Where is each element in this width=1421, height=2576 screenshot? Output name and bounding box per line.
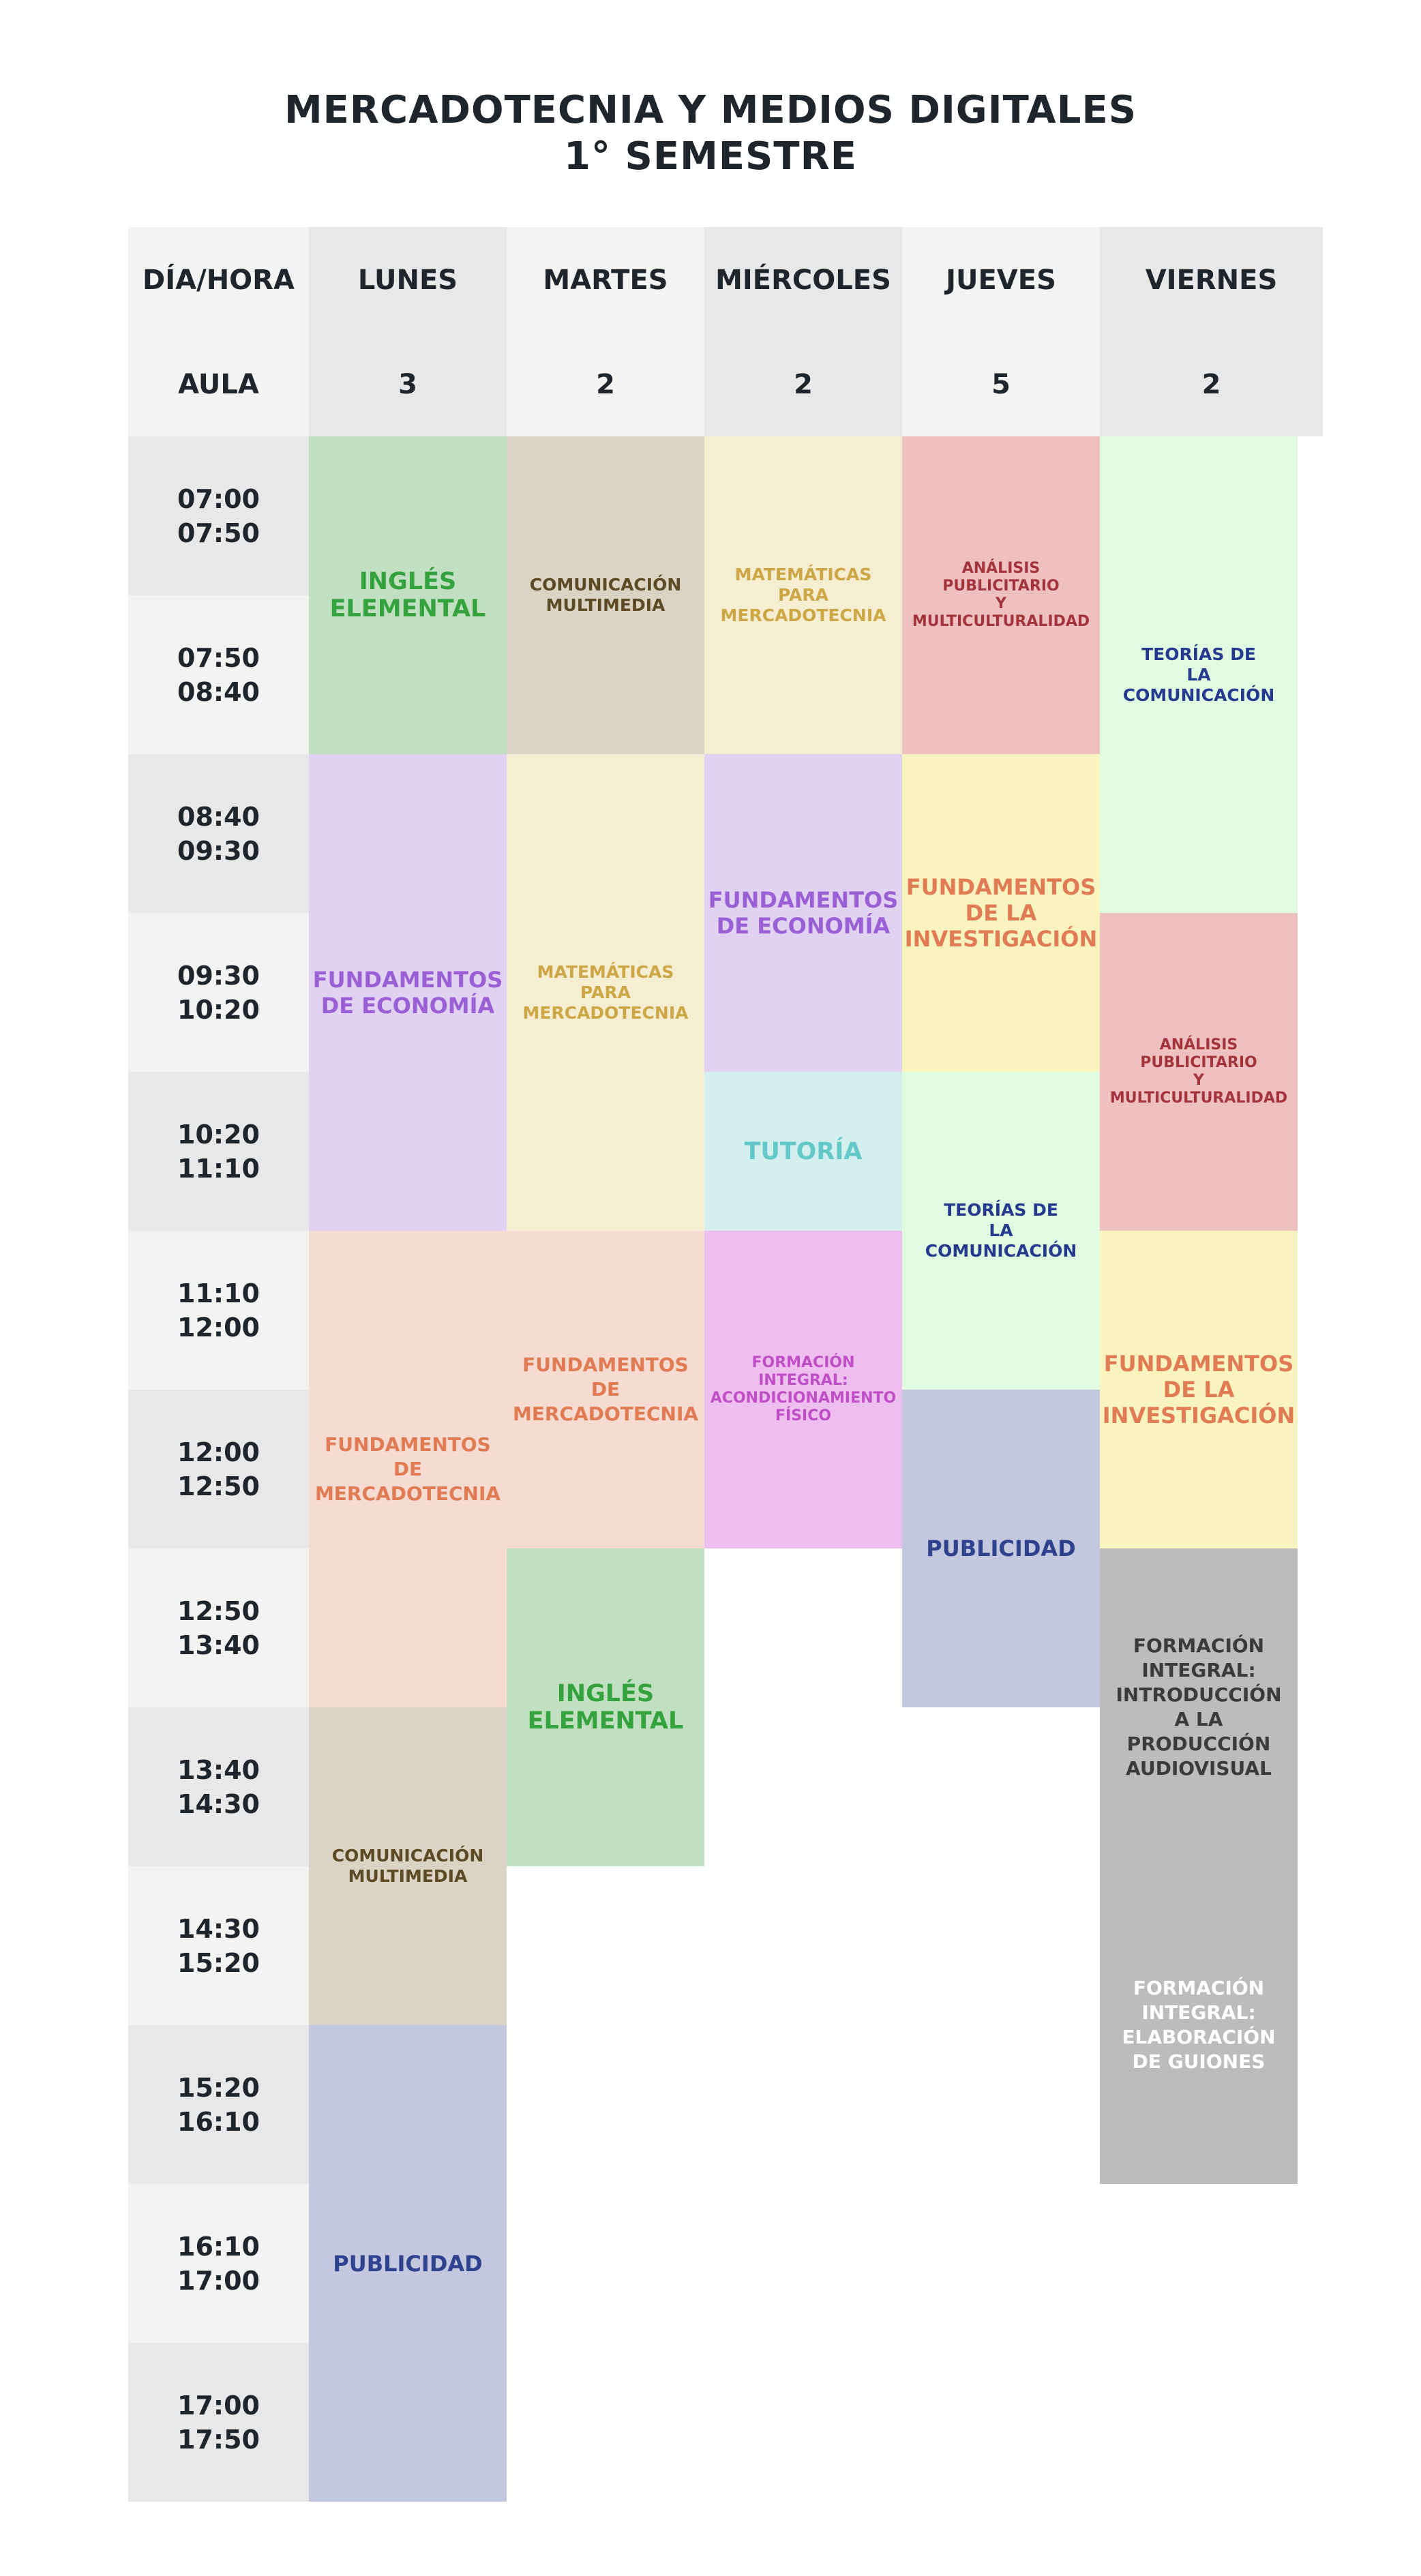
class-block-martes-mercadotecnia: FUNDAMENTOS DE MERCADOTECNIA [507,1231,704,1548]
room-jueves: 5 [902,333,1100,436]
class-block-lunes-publicidad: PUBLICIDAD [309,2025,507,2502]
class-block-martes-matematicas: MATEMÁTICAS PARA MERCADOTECNIA [507,754,704,1231]
page-title: MERCADOTECNIA Y MEDIOS DIGITALES [284,88,1137,132]
class-block-viernes-teorias: TEORÍAS DE LA COMUNICACIÓN [1100,436,1298,913]
time-slot: 10:20 11:10 [128,1072,309,1231]
time-slot: 12:00 12:50 [128,1390,309,1548]
class-block-lunes-ingles: INGLÉS ELEMENTAL [309,436,507,754]
class-block-lunes-mercadotecnia: FUNDAMENTOS DE MERCADOTECNIA [309,1231,507,1707]
header-day-viernes: VIERNES [1100,227,1323,333]
class-block-miercoles-tutoria: TUTORÍA [704,1072,902,1231]
time-slot: 15:20 16:10 [128,2025,309,2184]
header-day-martes: MARTES [507,227,704,333]
class-block-miercoles-economia: FUNDAMENTOS DE ECONOMÍA [704,754,902,1072]
time-slot: 17:00 17:50 [128,2343,309,2502]
class-block-martes-ingles: INGLÉS ELEMENTAL [507,1548,704,1866]
room-viernes: 2 [1100,333,1323,436]
class-block-jueves-publicidad: PUBLICIDAD [902,1390,1100,1707]
class-block-jueves-teorias: TEORÍAS DE LA COMUNICACIÓN [902,1072,1100,1390]
class-block-martes-comunicacion: COMUNICACIÓN MULTIMEDIA [507,436,704,754]
header-day-lunes: LUNES [309,227,507,333]
class-block-viernes-analisis: ANÁLISIS PUBLICITARIO Y MULTICULTURALIDA… [1100,913,1298,1231]
time-slot: 16:10 17:00 [128,2184,309,2343]
time-slot: 11:10 12:00 [128,1231,309,1390]
header-day-jueves: JUEVES [902,227,1100,333]
class-block-lunes-economia: FUNDAMENTOS DE ECONOMÍA [309,754,507,1231]
room-martes: 2 [507,333,704,436]
time-slot: 07:50 08:40 [128,595,309,754]
class-block-viernes-investigacion: FUNDAMENTOS DE LA INVESTIGACIÓN [1100,1231,1298,1548]
class-block-lunes-comunicacion: COMUNICACIÓN MULTIMEDIA [309,1707,507,2025]
class-block-viernes-guiones: FORMACIÓN INTEGRAL: ELABORACIÓN DE GUION… [1100,1866,1298,2184]
time-slot: 09:30 10:20 [128,913,309,1072]
page-subtitle: 1° SEMESTRE [564,134,857,179]
class-block-miercoles-matematicas: MATEMÁTICAS PARA MERCADOTECNIA [704,436,902,754]
room-lunes: 3 [309,333,507,436]
class-block-viernes-produccion: FORMACIÓN INTEGRAL: INTRODUCCIÓN A LA PR… [1100,1548,1298,1866]
class-block-jueves-investigacion: FUNDAMENTOS DE LA INVESTIGACIÓN [902,754,1100,1072]
time-slot: 08:40 09:30 [128,754,309,913]
header-corner-day: DÍA/HORA [128,227,309,333]
room-miercoles: 2 [704,333,902,436]
time-slot: 07:00 07:50 [128,436,309,595]
time-slot: 12:50 13:40 [128,1548,309,1707]
schedule-table: DÍA/HORA LUNES MARTES MIÉRCOLES JUEVES V… [128,227,1323,2538]
class-block-jueves-analisis: ANÁLISIS PUBLICITARIO Y MULTICULTURALIDA… [902,436,1100,754]
class-block-miercoles-acondicionamiento: FORMACIÓN INTEGRAL: ACONDICIONAMIENTO FÍ… [704,1231,902,1548]
header-day-miercoles: MIÉRCOLES [704,227,902,333]
header-corner-room: AULA [128,333,309,436]
time-slot: 13:40 14:30 [128,1707,309,1866]
time-slot: 14:30 15:20 [128,1866,309,2025]
